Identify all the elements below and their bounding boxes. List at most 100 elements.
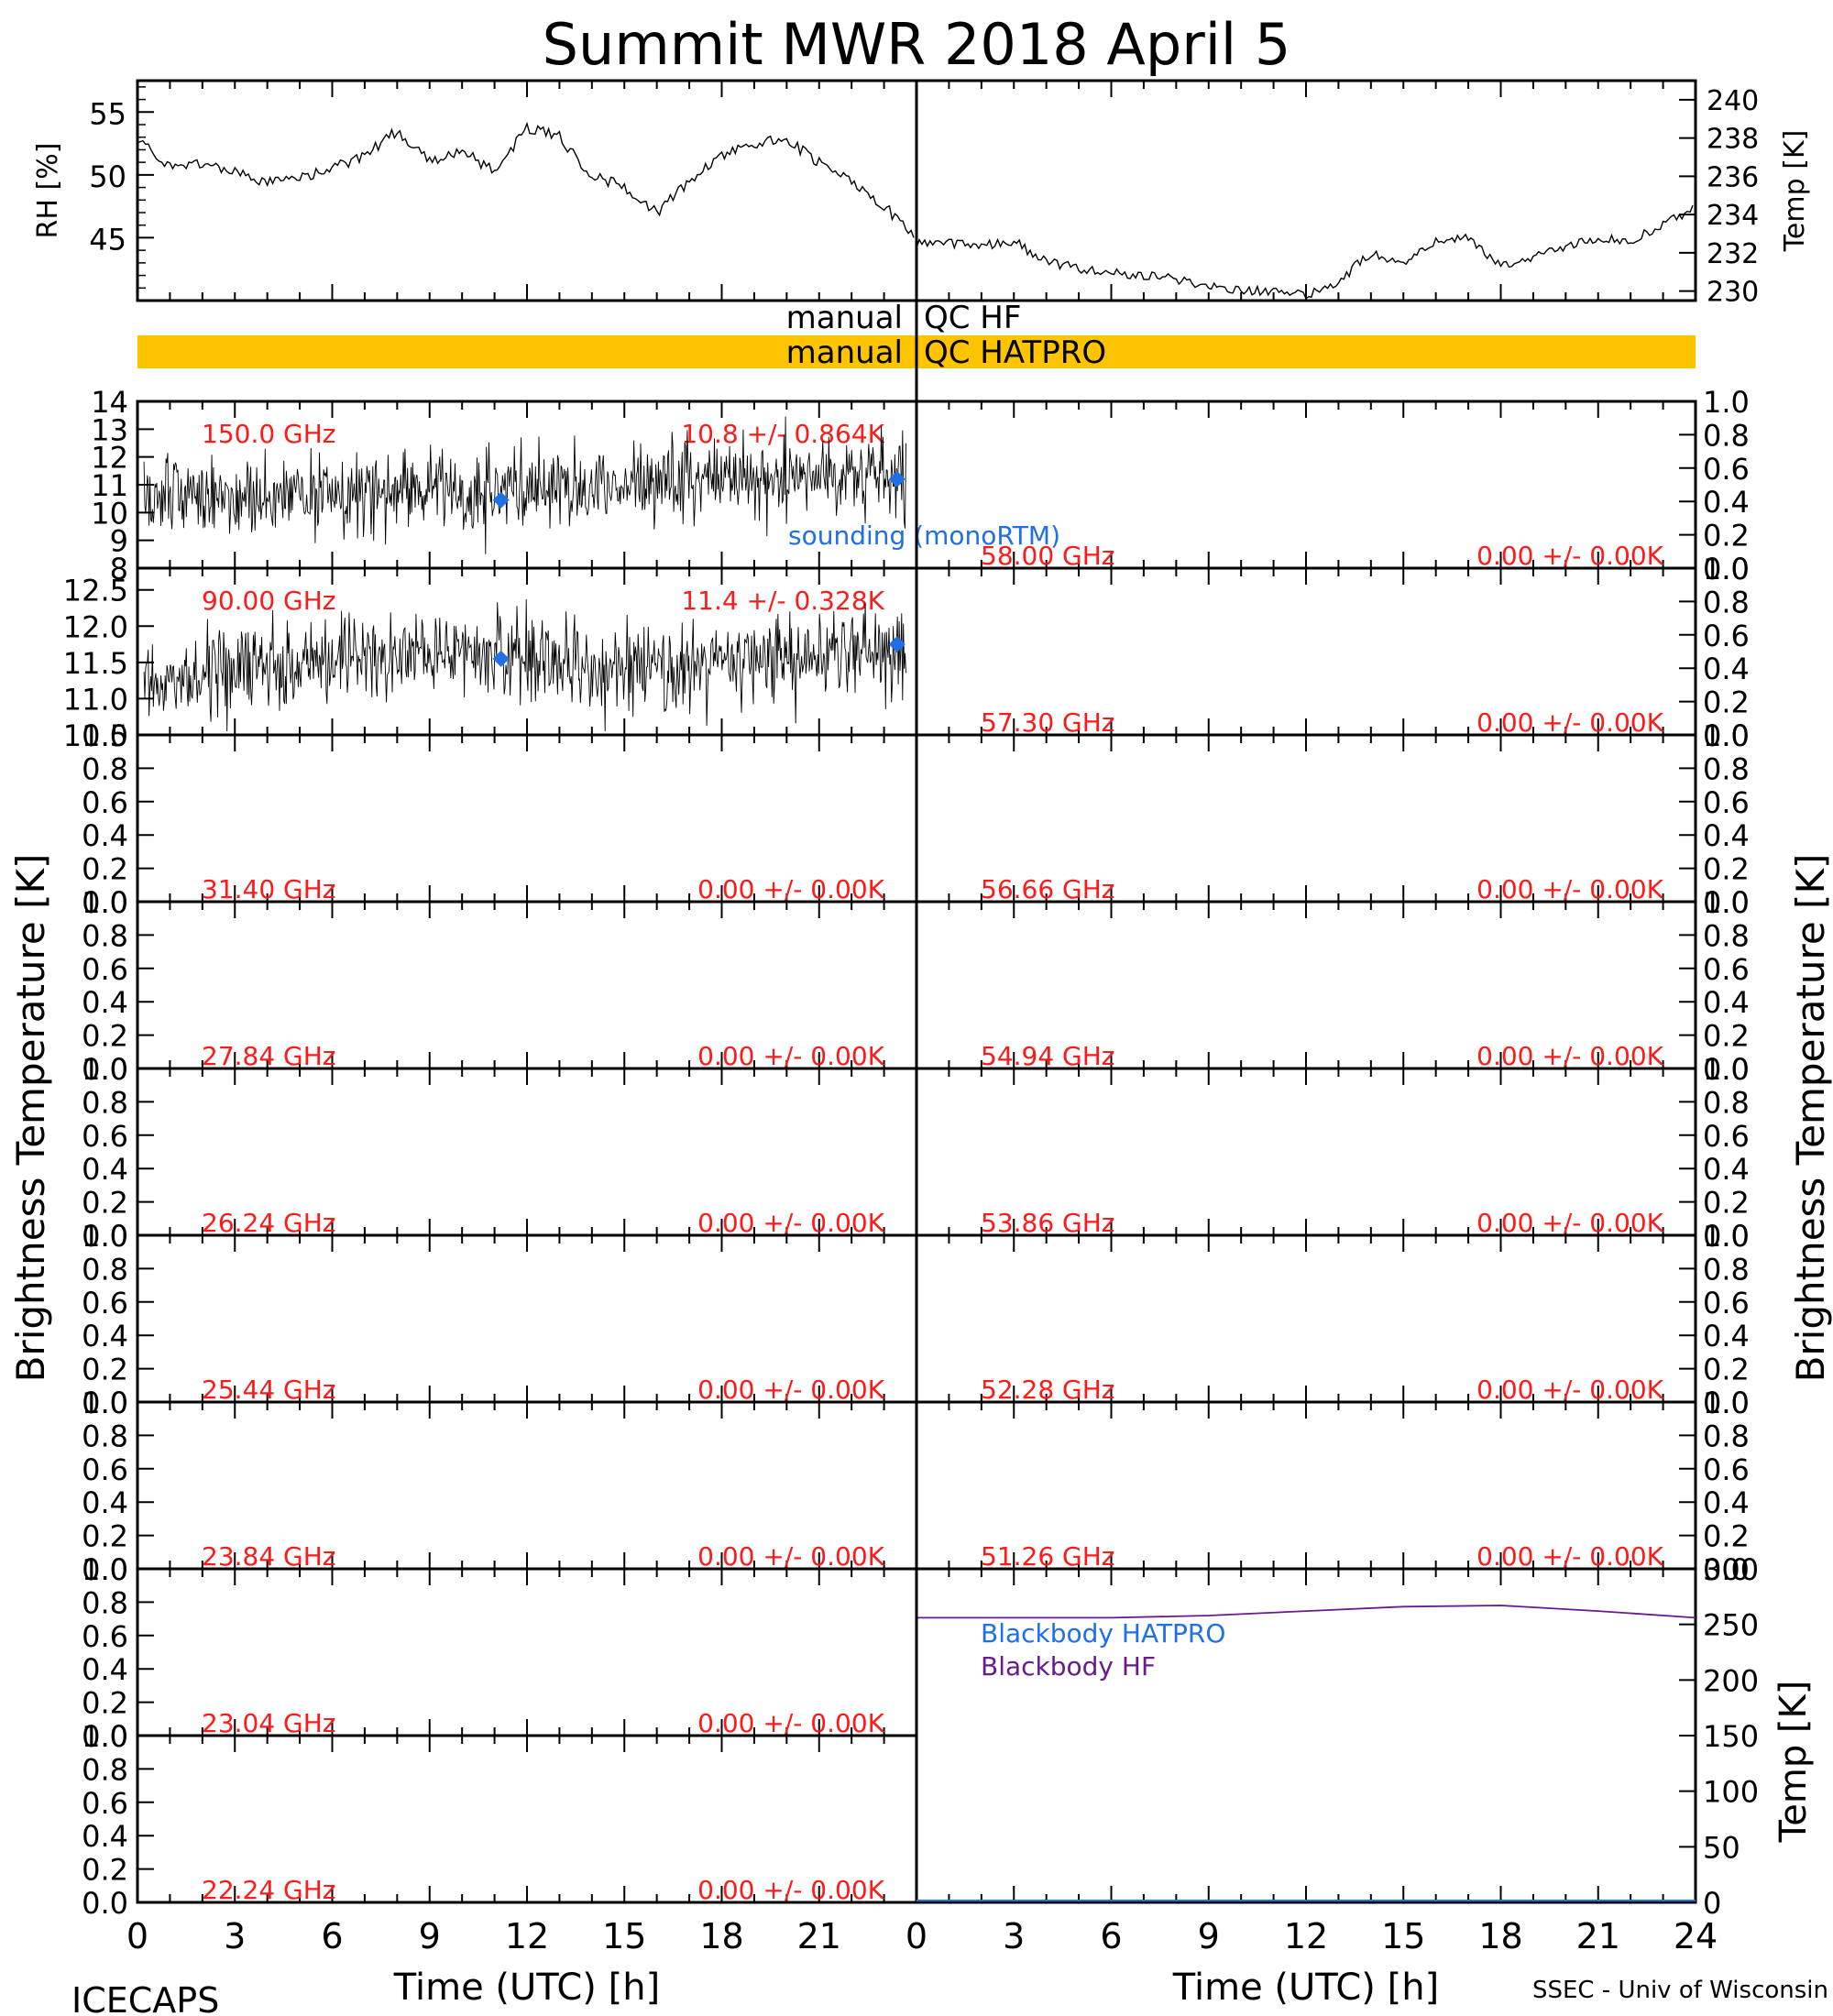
channel-frequency: 90.00 GHz (202, 586, 336, 616)
rh-ylabel: RH [%] (32, 143, 64, 239)
y-tick-label: 250 (1703, 1608, 1759, 1643)
channel-frequency: 52.28 GHz (981, 1375, 1115, 1405)
y-tick-label: 13 (91, 412, 128, 447)
temp-tick-label: 234 (1707, 200, 1759, 232)
rh-tick-label: 45 (89, 222, 126, 257)
y-tick-label: 0.0 (82, 1052, 128, 1087)
y-tick-label: 0.2 (82, 1519, 128, 1554)
y-tick-label: 0.6 (1703, 619, 1750, 653)
sounding-point (888, 636, 906, 653)
y-tick-label: 1.0 (1703, 1219, 1750, 1254)
y-tick-label: 0.0 (82, 1552, 128, 1587)
y-tick-label: 0.6 (82, 1119, 128, 1154)
xlabel-left: Time (UTC) [h] (393, 1967, 660, 2009)
channel-frequency: 58.00 GHz (981, 541, 1115, 571)
y-tick-label: 0.8 (1703, 751, 1750, 786)
time-tick-label: 21 (797, 1916, 841, 1956)
y-tick-label: 0.4 (82, 1652, 128, 1687)
met-panel: 45 50 55 RH [%] 230 232 234 236 238 240 Temp [K] (32, 79, 1811, 309)
y-tick-label: 0.2 (1703, 519, 1750, 553)
temp-tick-label: 236 (1707, 161, 1759, 193)
y-tick-label: 12.5 (63, 574, 128, 608)
time-tick-label: 3 (224, 1916, 246, 1956)
y-tick-label: 0.8 (1703, 1419, 1750, 1453)
y-tick-label: 0 (1703, 1886, 1721, 1921)
qc-hf-right: QC HF (924, 300, 1021, 336)
y-tick-label: 1.0 (82, 885, 128, 920)
y-tick-label: 1.0 (1703, 1052, 1750, 1087)
y-tick-label: 0.4 (82, 1319, 128, 1353)
y-tick-label: 0.6 (1703, 1452, 1750, 1487)
y-tick-label: 0.2 (82, 1686, 128, 1721)
y-tick-label: 0.8 (82, 1085, 128, 1120)
channel-frequency: 150.0 GHz (202, 419, 336, 449)
y-tick-label: 0.2 (1703, 1186, 1750, 1221)
blackbody-ylabel: Temp [K] (1773, 1681, 1815, 1844)
channel-stat: 0.00 +/- 0.00K (697, 1875, 884, 1905)
y-tick-label: 100 (1703, 1775, 1759, 1810)
temp-tick-label: 240 (1707, 85, 1759, 117)
y-tick-label: 11.0 (63, 682, 128, 717)
y-tick-label: 14 (91, 385, 128, 420)
time-tick-labels: 0 3 6 9 12 15 18 21 0 3 6 9 12 15 18 21 24 (126, 1916, 1718, 1956)
y-tick-label: 0.4 (1703, 485, 1750, 520)
right-ylabel: Brightness Temperature [K] (1788, 854, 1833, 1383)
y-tick-label: 1.0 (1703, 1386, 1750, 1420)
y-tick-label: 9 (110, 524, 128, 559)
y-tick-label: 0.8 (82, 1752, 128, 1787)
channel-stat: 0.00 +/- 0.00K (1476, 1375, 1663, 1405)
temp-tick-label: 238 (1707, 124, 1759, 156)
time-tick-label: 9 (1198, 1916, 1220, 1956)
time-tick-label: 9 (419, 1916, 441, 1956)
channel-stat: 0.00 +/- 0.00K (1476, 1041, 1663, 1071)
time-tick-label: 18 (1478, 1916, 1522, 1956)
channel-stat: 0.00 +/- 0.00K (697, 1541, 884, 1572)
time-tick-label: 21 (1576, 1916, 1620, 1956)
y-tick-label: 0.2 (82, 1186, 128, 1221)
right-channel-panels: 0.00.20.40.60.81.058.00 GHz 0.00 +/- 0.00… (915, 385, 1750, 1587)
rh-trace (137, 121, 915, 238)
y-tick-label: 0.2 (82, 1019, 128, 1054)
temp-trace (916, 204, 1694, 300)
y-tick-label: 0.2 (82, 1853, 128, 1888)
y-tick-label: 1.0 (82, 1719, 128, 1754)
y-tick-label: 0.0 (1703, 885, 1750, 920)
channel-frequency: 56.66 GHz (981, 874, 1115, 904)
y-tick-label: 0.2 (1703, 1019, 1750, 1054)
time-tick-label: 6 (321, 1916, 343, 1956)
y-tick-label: 0.2 (1703, 1519, 1750, 1554)
y-tick-label: 0.4 (82, 985, 128, 1020)
y-tick-label: 0.8 (1703, 1085, 1750, 1120)
channel-frequency: 51.26 GHz (981, 1541, 1115, 1572)
y-tick-label: 0.6 (1703, 452, 1750, 487)
sounding-point (492, 650, 510, 667)
time-tick-label: 15 (1381, 1916, 1425, 1956)
temp-tick-label: 232 (1707, 238, 1759, 270)
y-tick-label: 0.6 (82, 785, 128, 820)
blackbody-hf-legend: Blackbody HF (981, 1651, 1156, 1682)
channel-frequency: 25.44 GHz (202, 1375, 336, 1405)
y-tick-label: 0.8 (82, 1585, 128, 1620)
y-tick-label: 0.6 (1703, 1119, 1750, 1154)
y-tick-label: 0.8 (1703, 1252, 1750, 1287)
y-tick-label: 0.0 (1703, 1386, 1750, 1420)
y-tick-label: 0.4 (82, 818, 128, 853)
channel-frequency: 57.30 GHz (981, 707, 1115, 738)
sounding-point (888, 470, 906, 488)
y-tick-label: 0.0 (82, 885, 128, 920)
qc-hatpro-left: manual (786, 334, 903, 371)
y-tick-label: 1.0 (82, 1219, 128, 1254)
y-tick-label: 300 (1703, 1552, 1759, 1587)
channel-stat: 0.00 +/- 0.00K (697, 1708, 884, 1738)
channel-stat: 0.00 +/- 0.00K (1476, 1541, 1663, 1572)
y-tick-label: 0.6 (82, 1452, 128, 1487)
y-tick-label: 0.0 (1703, 1052, 1750, 1087)
y-tick-label: 50 (1703, 1830, 1740, 1865)
temp-ylabel: Temp [K] (1779, 130, 1811, 253)
y-tick-label: 11 (91, 468, 128, 503)
channel-stat: 0.00 +/- 0.00K (697, 874, 884, 904)
y-tick-label: 0.4 (1703, 1152, 1750, 1187)
y-tick-label: 0.4 (82, 1485, 128, 1520)
y-tick-label: 0.4 (1703, 652, 1750, 686)
